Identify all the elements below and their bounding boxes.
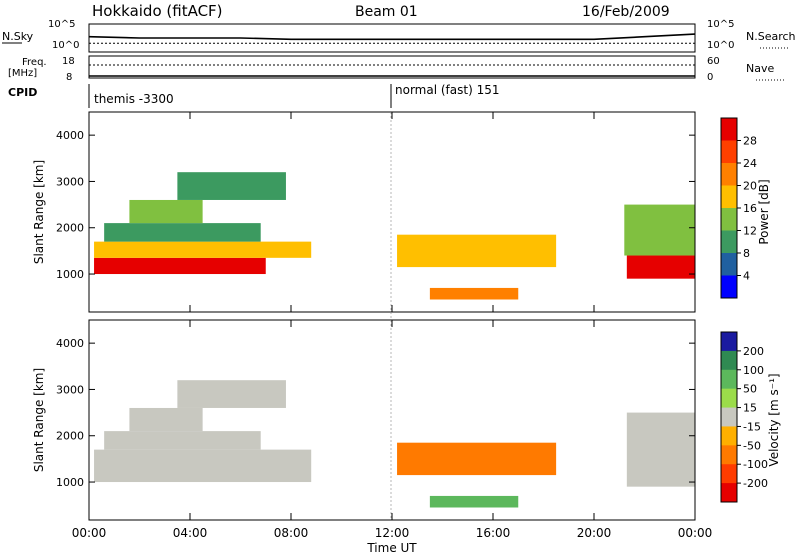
colorbar-tick-label: 50 bbox=[743, 383, 757, 396]
date-title: 16/Feb/2009 bbox=[582, 4, 670, 20]
colorbar-segment bbox=[721, 208, 737, 231]
y-tick-label: 2000 bbox=[56, 430, 84, 443]
velocity-region bbox=[104, 431, 261, 450]
velocity-y-axis-label: Slant Range [km] bbox=[32, 368, 46, 472]
power-region bbox=[94, 241, 312, 258]
x-tick-label: 04:00 bbox=[173, 526, 208, 540]
y-tick-label: 4000 bbox=[56, 337, 84, 350]
power-region bbox=[94, 257, 266, 275]
velocity-heatmap bbox=[94, 380, 695, 508]
colorbar-tick-label: 200 bbox=[743, 345, 764, 358]
power-region bbox=[177, 172, 286, 200]
y-tick-label: 4000 bbox=[56, 129, 84, 142]
colorbar-tick-label: -50 bbox=[743, 439, 761, 452]
colorbar-segment bbox=[721, 185, 737, 209]
colorbar-tick-label: 16 bbox=[743, 202, 757, 215]
y-tick-label: 3000 bbox=[56, 175, 84, 188]
velocity-region bbox=[397, 442, 557, 476]
nsearch-tick-top: 10^5 bbox=[707, 19, 734, 30]
colorbar-segment bbox=[721, 388, 737, 409]
colorbar-tick-label: 100 bbox=[743, 364, 764, 377]
velocity-colorbar-label: Velocity [m s⁻¹] bbox=[767, 373, 781, 466]
power-colorbar: 28 24 20 16 12 8 4 bbox=[720, 117, 757, 299]
colorbar-tick-label: 20 bbox=[743, 180, 757, 193]
velocity-y-ticks: 1000 2000 3000 4000 bbox=[56, 337, 695, 489]
freq-tick-bottom: 8 bbox=[66, 72, 72, 83]
power-y-axis-label: Slant Range [km] bbox=[32, 160, 46, 264]
freq-panel-frame bbox=[88, 55, 696, 79]
cpid-segment-2: normal (fast) 151 bbox=[395, 83, 499, 97]
colorbar-segment bbox=[721, 483, 737, 503]
x-tick-label: 00:00 bbox=[678, 526, 713, 540]
nave-tick-bottom: 0 bbox=[707, 72, 713, 83]
colorbar-frame bbox=[720, 331, 738, 503]
colorbar-tick-label: 8 bbox=[743, 247, 750, 260]
colorbar-segment bbox=[721, 332, 737, 352]
nave-tick-top: 60 bbox=[707, 56, 720, 67]
colorbar-segment bbox=[721, 140, 737, 164]
y-tick-label: 1000 bbox=[56, 476, 84, 489]
beam-title: Beam 01 bbox=[355, 4, 418, 20]
colorbar-tick-label: -200 bbox=[743, 477, 768, 490]
freq-tick-top: 18 bbox=[62, 56, 75, 67]
nsky-panel-frame bbox=[88, 23, 696, 53]
x-tick-label: 08:00 bbox=[274, 526, 309, 540]
colorbar-segment bbox=[721, 464, 737, 484]
velocity-region bbox=[626, 412, 695, 487]
power-region bbox=[104, 223, 261, 242]
power-region bbox=[129, 199, 203, 224]
velocity-region bbox=[94, 449, 312, 483]
colorbar-segment bbox=[721, 369, 737, 390]
colorbar-tick-label: 28 bbox=[743, 135, 757, 148]
colorbar-tick-label: -15 bbox=[743, 420, 761, 433]
colorbar-segment bbox=[721, 350, 737, 371]
velocity-colorbar: 200 100 50 15 -15 -50 -100 -200 bbox=[720, 331, 768, 503]
y-tick-label: 2000 bbox=[56, 222, 84, 235]
y-tick-label: 1000 bbox=[56, 268, 84, 281]
colorbar-segment bbox=[721, 407, 737, 427]
nsky-label: N.Sky bbox=[2, 30, 34, 43]
colorbar-segment bbox=[721, 118, 737, 141]
power-region bbox=[397, 234, 557, 268]
nsky-tick-top: 10^5 bbox=[48, 19, 75, 30]
nsearch-label: N.Search bbox=[746, 30, 796, 43]
x-tick-label: 20:00 bbox=[577, 526, 612, 540]
x-tick-label: 12:00 bbox=[375, 526, 410, 540]
colorbar-segment bbox=[721, 275, 737, 299]
x-tick-label: 16:00 bbox=[476, 526, 511, 540]
cpid-segment-1: themis -3300 bbox=[94, 92, 174, 106]
freq-unit-label: [MHz] bbox=[8, 68, 37, 79]
station-title: Hokkaido (fitACF) bbox=[92, 2, 223, 20]
colorbar-segment bbox=[721, 163, 737, 186]
colorbar-segment bbox=[721, 445, 737, 465]
colorbar-tick-label: 4 bbox=[743, 270, 750, 283]
velocity-region bbox=[429, 495, 519, 508]
power-y-ticks: 1000 2000 3000 4000 bbox=[56, 129, 695, 281]
nsky-series-line bbox=[88, 33, 696, 41]
nsearch-tick-bottom: 10^0 bbox=[707, 40, 734, 51]
power-region bbox=[624, 204, 695, 256]
nsky-tick-bottom: 10^0 bbox=[52, 40, 79, 51]
colorbar-tick-label: 24 bbox=[743, 157, 757, 170]
power-region bbox=[429, 287, 519, 300]
x-axis-ticks: 00:00 04:00 08:00 12:00 16:00 20:00 00:00 bbox=[72, 112, 713, 540]
freq-label: Freq. bbox=[22, 57, 47, 68]
x-axis-label: Time UT bbox=[366, 541, 417, 554]
power-region bbox=[626, 255, 695, 279]
y-tick-label: 3000 bbox=[56, 383, 84, 396]
colorbar-segment bbox=[721, 426, 737, 446]
x-tick-label: 00:00 bbox=[72, 526, 107, 540]
power-heatmap bbox=[94, 172, 695, 300]
colorbar-tick-label: -100 bbox=[743, 458, 768, 471]
velocity-region bbox=[177, 380, 286, 408]
power-colorbar-label: Power [dB] bbox=[757, 179, 771, 244]
nave-label: Nave bbox=[746, 62, 774, 75]
colorbar-tick-label: 15 bbox=[743, 402, 757, 415]
cpid-label: CPID bbox=[8, 86, 37, 99]
velocity-region bbox=[129, 407, 203, 432]
colorbar-tick-label: 12 bbox=[743, 225, 757, 238]
colorbar-segment bbox=[721, 230, 737, 254]
colorbar-segment bbox=[721, 253, 737, 276]
